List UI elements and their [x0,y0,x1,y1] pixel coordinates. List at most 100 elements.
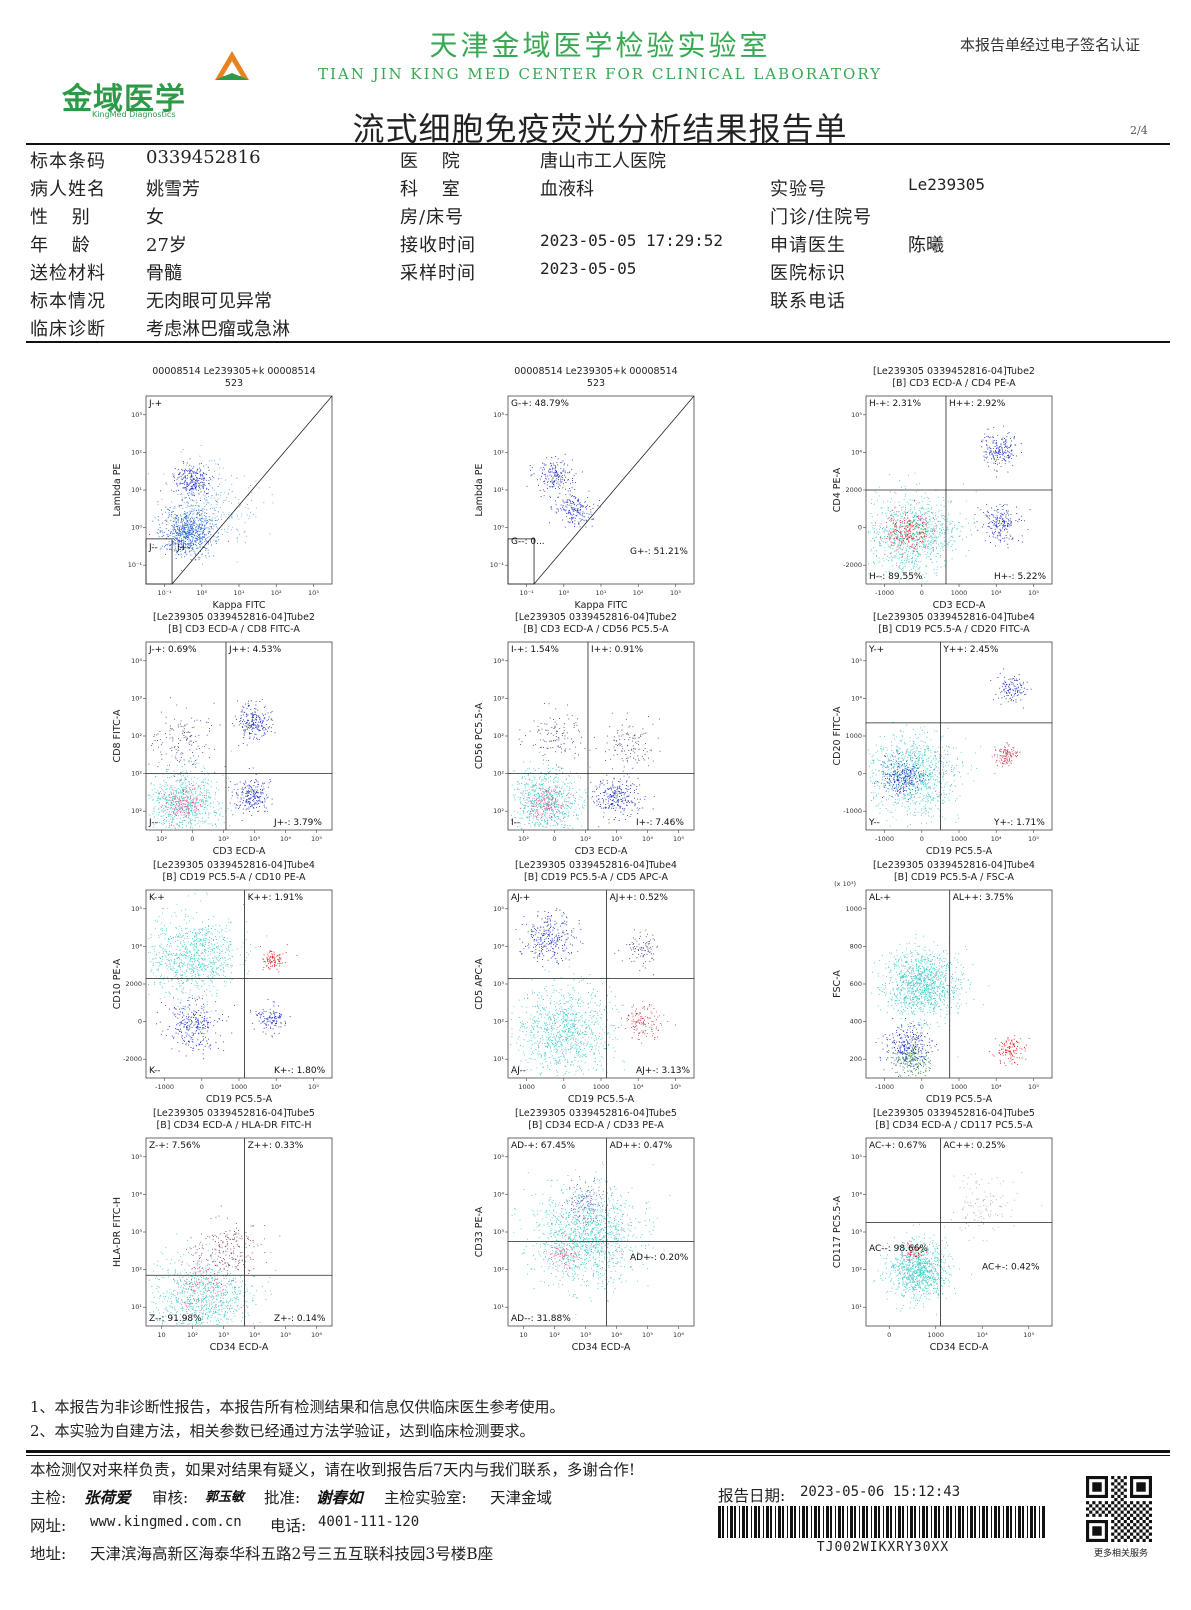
plot-title: [Le239305 0339452816-04]Tube4 [873,860,1035,871]
footer-divider-thin [26,1455,1170,1456]
x-tick-label: 1000 [951,835,968,843]
qr-code-icon [1086,1476,1152,1542]
plot-canvas: Z-+: 7.56% Z++: 0.33% Z--: 91.98% Z+-: 0.14… [112,1137,333,1353]
website-value: www.kingmed.com.cn [90,1514,242,1530]
gate-box [507,538,535,585]
y-tick-label: 10⁵ [851,411,862,419]
y-tick-label: 1000 [845,905,862,913]
logo-subtext: KingMed Diagnostics [92,110,176,119]
plot-subtitle: 523 [586,378,606,389]
x-tick-label: 10⁴ [991,589,1002,597]
gate-label: Y-+ [868,645,884,655]
x-tick-label: 10² [187,1331,198,1339]
y-tick-label: 10¹ [131,1303,142,1311]
logo-text: 金域医学 [62,82,186,117]
y-tick-label: 10⁴ [851,448,862,456]
y-tick-label: 10¹ [493,1055,504,1063]
plot-title: [Le239305 0339452816-04]Tube2 [873,366,1035,377]
y-tick-label: 10³ [131,1228,142,1236]
plot-events [147,697,276,829]
y-tick-label: 10² [493,1018,504,1026]
x-tick-label: 10⁴ [642,835,653,843]
website-label: 网址: [30,1517,67,1535]
y-tick-label: 10⁰ [493,524,504,532]
plot-events [510,703,661,829]
clinic-label: 门诊/住院号 [770,207,873,228]
y-tick-label: 10⁵ [851,657,862,665]
plot-frame [145,889,333,1079]
plot-frame [145,1137,333,1327]
labno-value: Le239305 [908,175,986,194]
x-axis-label: CD34 ECD-A [930,1342,989,1353]
plot-subtitle: [B] CD19 PC5.5-A / FSC-A [893,872,1015,883]
gate-label: Z--: 91.98% [149,1314,202,1324]
y-tick-label: 10³ [493,980,504,988]
gate-label: H-+: 2.31% [869,399,921,409]
gate-label: I+-: 7.46% [636,818,684,828]
plot-frame [145,395,333,585]
y-tick-label: 10² [131,448,142,456]
gate-label: AL++: 3.75% [953,893,1014,903]
gate-label: AD-+: 67.45% [511,1141,576,1151]
y-tick-label: 10³ [131,694,142,702]
x-tick-label: 10⁴ [977,1331,988,1339]
plot-frame [865,889,1053,1079]
x-tick-label: 10¹ [596,589,607,597]
sampled-label: 采样时间 [400,263,476,284]
plot-canvas: H-+: 2.31% H++: 2.92% H--: 89.55% H+-: 5.22… [832,395,1053,611]
y-tick-label: 10² [131,732,142,740]
y-tick-label: -2000 [123,1055,142,1063]
plot-3: H-+: 2.31% H++: 2.92% H--: 89.55% H+-: 5.22… [824,366,1084,626]
x-tick-label: 1000 [593,1083,610,1091]
gate-label: AJ-+ [511,893,530,903]
x-tick-label: 10⁴ [991,835,1002,843]
y-tick-label: 400 [850,1018,862,1026]
plot-6: Y-+ Y++: 2.45% Y-- Y+-: 1.71% -1000 0 1000 10⁴ 1… [824,612,1084,872]
x-tick-label: 0 [920,1083,924,1091]
plot-events [868,668,1032,827]
y-tick-label: 10⁰ [131,524,142,532]
gate-box [145,538,173,585]
lab-name-cn: 天津金域医学检验实验室 [429,29,771,62]
x-tick-label: 0 [552,835,556,843]
y-tick-label: 10² [493,1266,504,1274]
gate-label: J-+: 0.69% [148,645,197,655]
x-tick-label: 10⁵ [1028,1083,1039,1091]
address-value: 天津滨海高新区海泰华科五路2号三五互联科技园3号楼B座 [90,1545,494,1563]
x-tick-label: -1000 [875,835,894,843]
gate-label: Z++: 0.33% [248,1141,304,1151]
sex-value: 女 [146,207,164,228]
condition-label: 标本情况 [30,291,106,312]
x-axis-label: CD34 ECD-A [210,1342,269,1353]
lab-value: 天津金域 [490,1489,553,1507]
x-tick-label: 10 [519,1331,527,1339]
x-axis-label: Kappa FITC [575,600,628,611]
plot-events [526,453,601,528]
y-tick-label: 10² [493,448,504,456]
gate-label: Y+-: 1.71% [993,818,1045,828]
plot-11: AD-+: 67.45% AD++: 0.47% AD+-: 0.20% AD--: … [466,1108,726,1368]
x-tick-label: 10⁶ [673,1331,684,1339]
gate-label: AD+-: 0.20% [630,1253,689,1263]
plot-events [147,892,298,1060]
plot-2: G-+: 48.79% G--: 0... G+-: 51.21% 10⁻¹ 10⁰ 10… [466,366,726,626]
x-tick-label: 10² [633,589,644,597]
dept-label: 科 室 [400,179,461,200]
report-date-value: 2023-05-06 15:12:43 [800,1484,961,1500]
plot-title: [Le239305 0339452816-04]Tube5 [153,1108,315,1119]
x-tick-label: 10⁵ [642,1331,653,1339]
plot-title: [Le239305 0339452816-04]Tube5 [873,1108,1035,1119]
sampled-value: 2023-05-05 [540,259,637,278]
gate-label: J+- [176,543,190,553]
plot-1: J-+ J-- J+- 10⁻¹ 10⁰ 10¹ 10² 10³ 10³ 10² 10¹ 10⁰ 10⁻… [104,366,364,626]
x-tick-label: -1000 [875,1083,894,1091]
y-axis-label: CD5 APC-A [474,958,485,1010]
plot-title: [Le239305 0339452816-04]Tube2 [153,612,315,623]
sex-label: 性 别 [30,207,91,228]
y-tick-label: 10³ [131,411,142,419]
gate-label: J++: 4.53% [228,645,282,655]
plot-title: [Le239305 0339452816-04]Tube2 [515,612,677,623]
x-tick-label: 10³ [580,1331,591,1339]
gate-label: G--: 0... [511,537,545,547]
y-axis-label: HLA-DR FITC-H [112,1197,123,1267]
